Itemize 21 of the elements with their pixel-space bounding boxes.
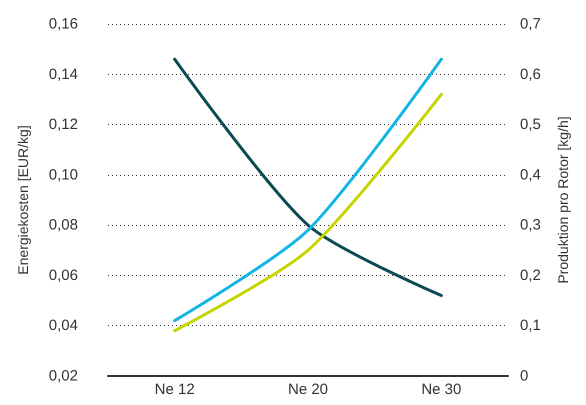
- y-tick-label: 0,16: [48, 16, 78, 32]
- y-tick-label: 0,02: [48, 368, 78, 384]
- y2-tick-label: 0,2: [520, 266, 541, 284]
- y-tick-label: 0,10: [48, 166, 78, 184]
- y-tick-label: 0,12: [48, 116, 78, 134]
- x-tick-label: Ne 20: [288, 381, 328, 398]
- y2-tick-label: 0,5: [520, 116, 541, 134]
- y2-tick-label: 0: [520, 368, 528, 384]
- y-axis-title: Energiekosten [EUR/kg]: [15, 125, 31, 275]
- x-tick-label: Ne 30: [421, 381, 462, 398]
- y2-tick-label: 0,1: [520, 317, 541, 334]
- y-tick-label: 0,06: [48, 266, 78, 284]
- y2-tick-label: 0,3: [520, 216, 541, 234]
- y-tick-label: 0,14: [48, 66, 78, 83]
- y2-axis-title: Produktion pro Rotor [kg/h]: [555, 116, 571, 284]
- x-tick-label: Ne 12: [154, 381, 195, 398]
- y2-tick-label: 0,6: [520, 66, 541, 83]
- y2-tick-label: 0,4: [520, 166, 541, 184]
- y-tick-label: 0,08: [48, 216, 78, 234]
- y2-tick-label: 0,7: [520, 16, 541, 32]
- y-tick-label: 0,04: [48, 317, 78, 334]
